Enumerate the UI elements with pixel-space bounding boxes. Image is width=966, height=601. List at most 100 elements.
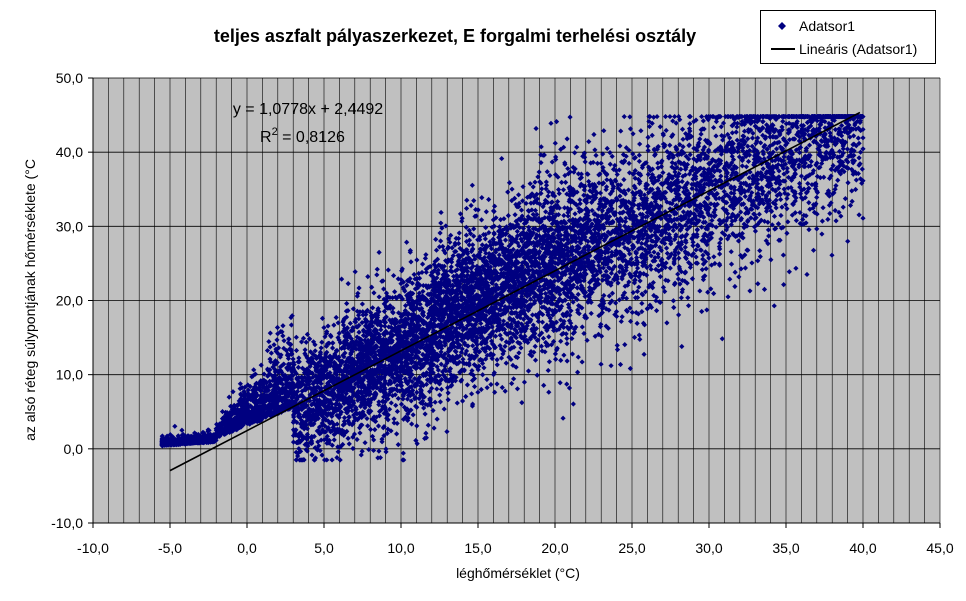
data-point (646, 164, 652, 170)
data-point (706, 255, 712, 261)
data-point (597, 190, 604, 196)
data-point (566, 385, 573, 391)
data-point (324, 362, 331, 368)
data-point (837, 148, 843, 155)
data-point (409, 280, 415, 286)
data-point (430, 273, 436, 279)
data-point (395, 310, 402, 316)
data-point (674, 152, 680, 158)
data-point (575, 291, 581, 297)
data-point (477, 234, 483, 240)
data-point (351, 431, 358, 437)
data-point (751, 156, 757, 162)
data-point (664, 149, 670, 155)
data-point (608, 270, 614, 276)
data-point (423, 430, 429, 436)
data-point (325, 323, 331, 329)
data-point (513, 218, 519, 224)
data-point (743, 164, 750, 170)
data-point (395, 276, 401, 282)
data-point (781, 282, 787, 288)
data-point (350, 445, 356, 452)
data-point (460, 356, 466, 362)
data-point (433, 247, 440, 253)
data-point (336, 376, 342, 382)
data-point (496, 327, 502, 333)
data-point (781, 154, 787, 160)
data-point (819, 231, 825, 237)
data-point (192, 430, 198, 436)
data-point (718, 236, 724, 242)
data-point (371, 290, 377, 296)
data-point (562, 172, 568, 179)
data-point (417, 282, 423, 288)
data-point (511, 301, 517, 308)
data-point (483, 356, 489, 362)
data-point (389, 309, 396, 315)
data-point (529, 353, 535, 359)
data-point (664, 320, 670, 326)
data-point (428, 272, 434, 278)
data-point (642, 289, 649, 295)
data-point (549, 308, 555, 314)
data-point (622, 219, 629, 225)
data-point (652, 151, 658, 157)
data-point (432, 399, 438, 405)
data-point (437, 392, 443, 398)
data-point (730, 211, 736, 217)
data-point (360, 361, 367, 367)
data-point (558, 323, 564, 329)
data-point (727, 203, 733, 209)
data-point (374, 266, 380, 272)
data-point (394, 408, 400, 415)
data-point (383, 449, 389, 455)
data-point (826, 120, 832, 127)
data-point (313, 408, 319, 414)
data-point (433, 236, 439, 242)
data-point (384, 345, 390, 351)
data-point (303, 422, 310, 428)
data-point (700, 261, 707, 267)
data-point (539, 348, 545, 354)
data-point (442, 374, 448, 381)
data-point (475, 207, 481, 213)
data-point (605, 246, 612, 252)
data-point (304, 331, 311, 337)
data-point (468, 265, 474, 272)
data-point (346, 441, 352, 447)
data-point (463, 238, 470, 245)
data-point (657, 124, 663, 130)
data-point (567, 275, 573, 281)
data-point (725, 294, 731, 300)
data-point (657, 274, 663, 280)
data-point (514, 354, 521, 361)
data-point (517, 315, 523, 321)
data-point (303, 447, 309, 453)
data-point (635, 246, 642, 252)
data-point (729, 130, 735, 136)
data-point (618, 128, 624, 134)
data-point (679, 126, 686, 132)
data-point (493, 328, 500, 334)
data-point (748, 127, 754, 133)
data-point (608, 282, 614, 288)
data-point (265, 373, 271, 379)
data-point (821, 134, 827, 140)
data-point (532, 298, 538, 304)
data-point (360, 309, 366, 315)
data-point (847, 134, 853, 140)
data-point (294, 388, 301, 395)
data-point (471, 328, 477, 334)
data-point (687, 121, 693, 127)
data-point (600, 265, 607, 271)
data-point (558, 146, 564, 152)
data-point (381, 286, 387, 292)
data-point (312, 342, 318, 348)
data-point (325, 418, 331, 424)
data-point (293, 347, 300, 354)
data-point (503, 224, 510, 230)
data-point (589, 289, 595, 295)
data-point (608, 258, 614, 265)
data-point (538, 152, 544, 158)
data-point (390, 375, 396, 381)
